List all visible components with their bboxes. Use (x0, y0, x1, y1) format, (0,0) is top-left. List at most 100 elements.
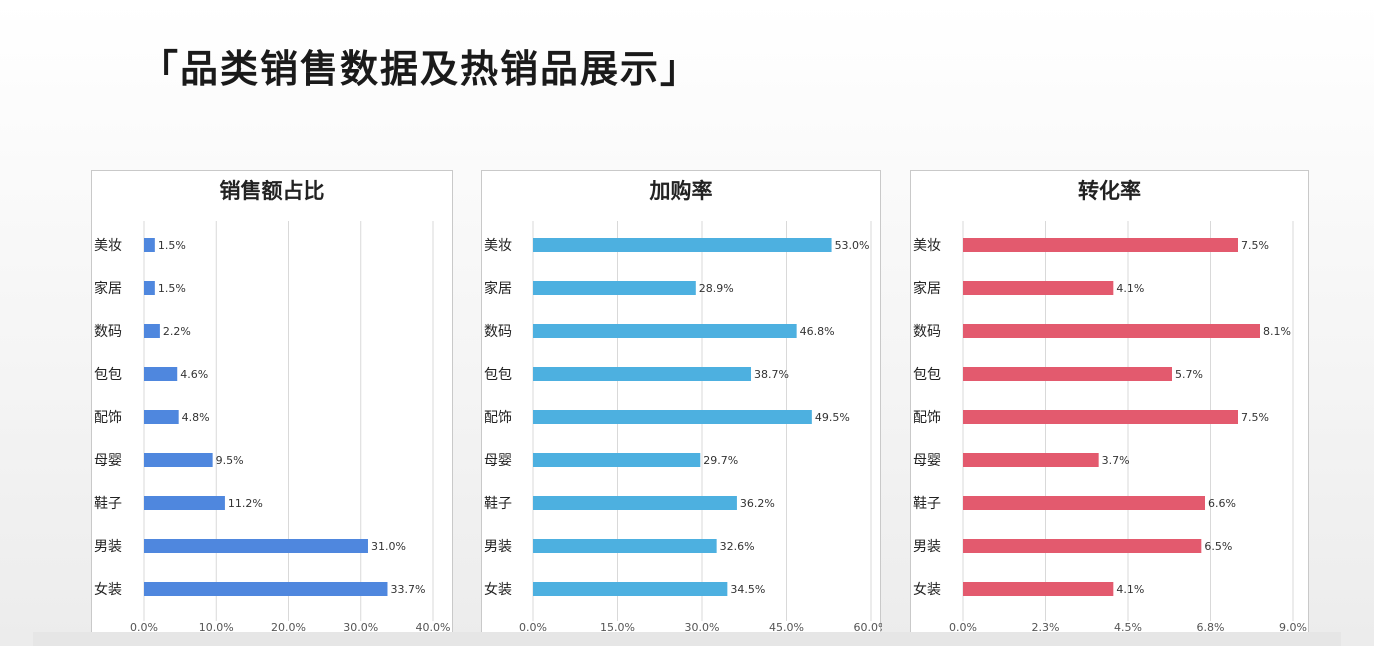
category-label: 男装 (484, 539, 512, 555)
data-label: 38.7% (754, 368, 789, 381)
category-label: 鞋子 (913, 496, 941, 512)
data-label: 4.1% (1116, 583, 1144, 596)
data-label: 49.5% (815, 411, 850, 424)
bar-chart: 0.0% 15.0% 30.0% 45.0% 60.0% 美妆 53.0% 家居 28.9% 数码… (484, 221, 882, 634)
bar (963, 281, 1114, 295)
category-label: 男装 (94, 539, 122, 555)
data-label: 29.7% (703, 454, 738, 467)
bar (533, 453, 701, 467)
bar (963, 582, 1114, 596)
x-tick-label: 15.0% (600, 621, 635, 634)
bar (533, 496, 737, 510)
bar (533, 582, 728, 596)
bar (533, 238, 832, 252)
category-label: 女装 (484, 581, 512, 598)
category-label: 母婴 (484, 453, 512, 469)
bar (963, 410, 1238, 424)
bar (144, 539, 368, 553)
category-label: 男装 (913, 539, 941, 555)
bar-chart: 0.0% 10.0% 20.0% 30.0% 40.0% 美妆 1.5% 家居 1.5% 数码 2.… (94, 221, 451, 634)
x-tick-label: 40.0% (416, 621, 451, 634)
chart-title: 转化率 (1078, 179, 1141, 203)
x-tick-label: 30.0% (343, 621, 378, 634)
category-label: 配饰 (913, 410, 941, 426)
x-tick-label: 0.0% (130, 621, 158, 634)
chart-title: 加购率 (649, 179, 713, 203)
category-label: 女装 (913, 581, 941, 598)
category-label: 家居 (913, 280, 941, 297)
x-tick-label: 10.0% (199, 621, 234, 634)
data-label: 31.0% (371, 540, 406, 553)
bar (963, 367, 1172, 381)
x-tick-label: 6.8% (1197, 621, 1225, 634)
data-label: 7.5% (1241, 239, 1269, 252)
data-label: 46.8% (800, 325, 835, 338)
category-label: 包包 (913, 367, 941, 383)
chart-panel-conversion-rate: 转化率 0.0% 2.3% 4.5% 6.8% 9.0% 美妆 7.5% 家居 4.1% 数码 8.… (910, 170, 1309, 640)
x-tick-label: 2.3% (1032, 621, 1060, 634)
bar-chart: 0.0% 2.3% 4.5% 6.8% 9.0% 美妆 7.5% 家居 4.1% 数码 8.1% 包包… (913, 221, 1307, 634)
chart-panel-add-to-cart-rate: 加购率 0.0% 15.0% 30.0% 45.0% 60.0% 美妆 53.0% 家居 28.… (481, 170, 882, 640)
category-label: 配饰 (94, 410, 122, 426)
bar (963, 324, 1260, 338)
bar (144, 582, 388, 596)
data-label: 28.9% (699, 282, 734, 295)
data-label: 3.7% (1102, 454, 1130, 467)
x-tick-label: 30.0% (685, 621, 720, 634)
bar (533, 281, 696, 295)
page-title: 「品类销售数据及热销品展示」 (140, 47, 701, 91)
chart-panel-sales-share: 销售额占比 0.0% 10.0% 20.0% 30.0% 40.0% 美妆 1.5% 家居 1.… (91, 170, 453, 640)
category-label: 包包 (94, 367, 122, 383)
data-label: 2.2% (163, 325, 191, 338)
category-label: 女装 (94, 581, 122, 598)
data-label: 7.5% (1241, 411, 1269, 424)
bar (144, 367, 178, 381)
bar (963, 453, 1099, 467)
bar (144, 238, 155, 252)
bar (533, 410, 812, 424)
bar (963, 496, 1205, 510)
bar (533, 367, 752, 381)
bar (144, 410, 179, 424)
x-tick-label: 45.0% (769, 621, 804, 634)
category-label: 美妆 (94, 238, 122, 254)
data-label: 8.1% (1263, 325, 1291, 338)
data-label: 34.5% (730, 583, 765, 596)
data-label: 1.5% (158, 282, 186, 295)
category-label: 配饰 (484, 410, 512, 426)
category-label: 数码 (484, 324, 512, 340)
bar (144, 324, 160, 338)
x-tick-label: 60.0% (854, 621, 882, 634)
bar (963, 238, 1238, 252)
category-label: 美妆 (913, 238, 941, 254)
bar (533, 539, 717, 553)
bar (144, 496, 225, 510)
data-label: 32.6% (720, 540, 755, 553)
data-label: 9.5% (216, 454, 244, 467)
data-label: 4.1% (1116, 282, 1144, 295)
data-label: 33.7% (390, 583, 425, 596)
category-label: 母婴 (913, 453, 941, 469)
x-tick-label: 0.0% (949, 621, 977, 634)
data-label: 53.0% (835, 239, 870, 252)
bar (144, 281, 155, 295)
floor-band (33, 632, 1341, 646)
x-tick-label: 20.0% (271, 621, 306, 634)
category-label: 数码 (913, 324, 941, 340)
data-label: 6.6% (1208, 497, 1236, 510)
category-label: 家居 (94, 280, 122, 297)
data-label: 5.7% (1175, 368, 1203, 381)
category-label: 母婴 (94, 453, 122, 469)
data-label: 11.2% (228, 497, 263, 510)
data-label: 36.2% (740, 497, 775, 510)
category-label: 包包 (484, 367, 512, 383)
x-tick-label: 0.0% (519, 621, 547, 634)
data-label: 4.8% (182, 411, 210, 424)
bar (963, 539, 1202, 553)
chart-title: 销售额占比 (219, 179, 325, 203)
category-label: 鞋子 (484, 496, 512, 512)
x-tick-label: 9.0% (1279, 621, 1307, 634)
data-label: 4.6% (180, 368, 208, 381)
x-tick-label: 4.5% (1114, 621, 1142, 634)
bar (533, 324, 797, 338)
